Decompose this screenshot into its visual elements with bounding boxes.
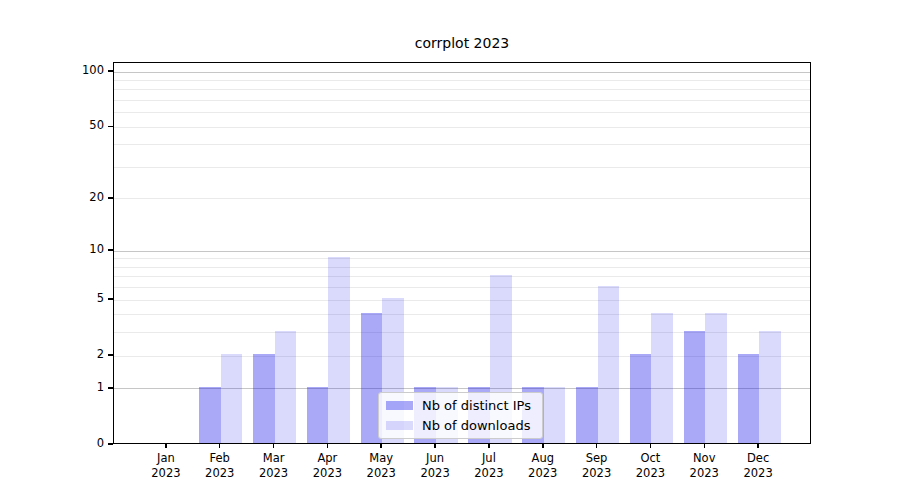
y-axis-tick-label-100: 100 <box>0 63 104 77</box>
y-axis-tick-label-5: 5 <box>0 291 104 305</box>
legend-item-distinct-ips: Nb of distinct IPs <box>386 398 531 413</box>
x-axis-tick-jan <box>165 444 167 448</box>
x-axis-tick-label-dec: Dec2023 <box>726 451 790 481</box>
legend: Nb of distinct IPs Nb of downloads <box>378 392 543 439</box>
x-axis-tick-aug <box>542 444 544 448</box>
gridline-y-40 <box>114 144 810 145</box>
bar-distinct-ips-nov <box>684 331 706 443</box>
y-axis-tick-label-20: 20 <box>0 190 104 204</box>
bar-distinct-ips-feb <box>199 387 221 443</box>
x-axis-tick-sep <box>596 444 598 448</box>
y-axis-tick-label-10: 10 <box>0 242 104 256</box>
y-axis-tick-1 <box>108 387 113 389</box>
bar-downloads-sep <box>598 286 620 443</box>
gridline-y-60 <box>114 112 810 113</box>
y-axis-tick-2 <box>108 354 113 356</box>
gridline-y-90 <box>114 80 810 81</box>
bar-downloads-apr <box>328 257 350 443</box>
x-axis-tick-nov <box>704 444 706 448</box>
gridline-y-50 <box>114 127 810 128</box>
y-axis-tick-20 <box>108 197 113 199</box>
gridline-y-100 <box>114 72 810 73</box>
bar-downloads-aug <box>544 387 566 443</box>
gridline-y-30 <box>114 167 810 168</box>
gridline-y-9 <box>114 258 810 259</box>
y-axis-tick-label-2: 2 <box>0 347 104 361</box>
y-axis-tick-label-1: 1 <box>0 380 104 394</box>
y-axis-tick-100 <box>108 70 113 72</box>
x-axis-tick-dec <box>757 444 759 448</box>
gridline-y-80 <box>114 89 810 90</box>
y-axis-tick-0 <box>108 443 113 445</box>
bar-downloads-nov <box>705 313 727 443</box>
bar-distinct-ips-oct <box>630 354 652 443</box>
x-axis-tick-may <box>380 444 382 448</box>
legend-label-distinct-ips: Nb of distinct IPs <box>422 398 531 413</box>
chart-container: corrplot 2023 0125102050100Jan2023Feb202… <box>0 0 900 500</box>
legend-label-downloads: Nb of downloads <box>422 418 530 433</box>
x-axis-tick-jul <box>488 444 490 448</box>
x-axis-tick-mar <box>273 444 275 448</box>
x-axis-tick-feb <box>219 444 221 448</box>
bar-distinct-ips-apr <box>307 387 329 443</box>
gridline-y-70 <box>114 100 810 101</box>
gridline-y-10 <box>114 251 810 252</box>
y-axis-tick-label-0: 0 <box>0 436 104 450</box>
y-axis-tick-10 <box>108 249 113 251</box>
y-axis-tick-50 <box>108 126 113 128</box>
bar-distinct-ips-dec <box>738 354 760 443</box>
legend-swatch-downloads <box>386 421 413 430</box>
x-axis-tick-apr <box>327 444 329 448</box>
x-axis-tick-oct <box>650 444 652 448</box>
gridline-y-5 <box>114 300 810 301</box>
gridline-y-7 <box>114 276 810 277</box>
legend-item-downloads: Nb of downloads <box>386 418 531 433</box>
bar-downloads-mar <box>275 331 297 443</box>
plot-area <box>113 62 811 444</box>
bar-distinct-ips-sep <box>576 387 598 443</box>
gridline-y-20 <box>114 198 810 199</box>
legend-swatch-distinct-ips <box>386 401 413 410</box>
gridline-y-6 <box>114 287 810 288</box>
bar-downloads-feb <box>221 354 243 443</box>
x-axis-tick-jun <box>434 444 436 448</box>
gridline-y-8 <box>114 267 810 268</box>
y-axis-tick-label-50: 50 <box>0 118 104 132</box>
bar-downloads-oct <box>651 313 673 443</box>
bar-downloads-dec <box>759 331 781 443</box>
chart-title: corrplot 2023 <box>113 35 811 51</box>
y-axis-tick-5 <box>108 298 113 300</box>
bar-distinct-ips-mar <box>253 354 275 443</box>
